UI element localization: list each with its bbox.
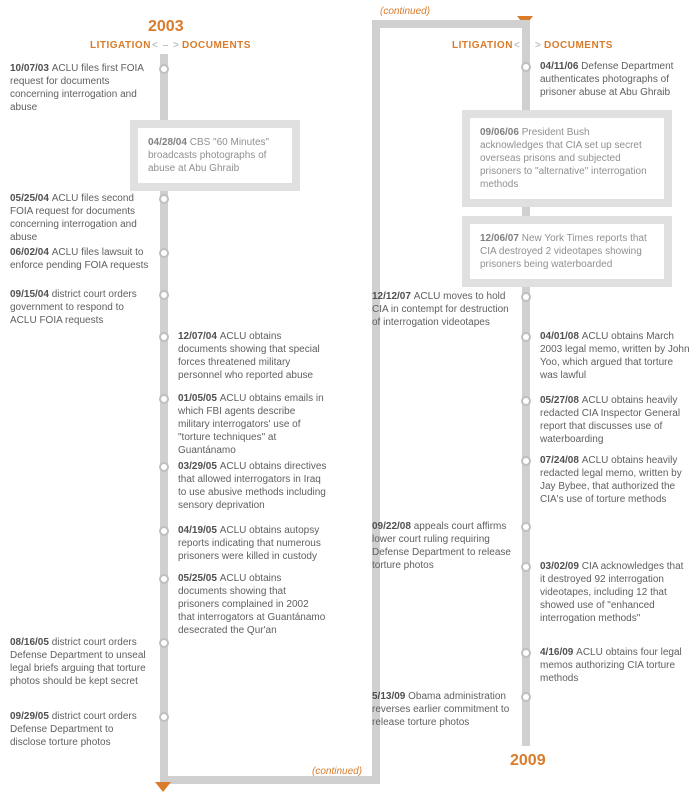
timeline-entry: 08/16/05 district court orders Defense D… bbox=[10, 636, 150, 688]
entry-date: 4/16/09 bbox=[540, 647, 576, 658]
entry-date: 03/29/05 bbox=[178, 461, 220, 472]
timeline-node bbox=[159, 712, 169, 722]
header-documents-right: DOCUMENTS bbox=[544, 40, 613, 51]
timeline-entry: 12/12/07 ACLU moves to hold CIA in conte… bbox=[372, 290, 512, 329]
timeline-entry: 05/25/04 ACLU files second FOIA request … bbox=[10, 192, 150, 244]
timeline-node bbox=[521, 456, 531, 466]
connector-vertical bbox=[372, 20, 380, 784]
timeline-node bbox=[521, 522, 531, 532]
timeline-entry: 09/22/08 appeals court affirms lower cou… bbox=[372, 520, 512, 572]
entry-date: 5/13/09 bbox=[372, 691, 408, 702]
timeline-entry: 12/07/04 ACLU obtains documents showing … bbox=[178, 330, 328, 382]
timeline-node bbox=[521, 648, 531, 658]
timeline-node bbox=[159, 574, 169, 584]
entry-date: 04/28/04 bbox=[148, 137, 190, 148]
timeline-node bbox=[159, 194, 169, 204]
timeline-entry: 5/13/09 Obama administration reverses ea… bbox=[372, 690, 512, 729]
entry-date: 12/12/07 bbox=[372, 291, 414, 302]
entry-date: 05/25/05 bbox=[178, 573, 220, 584]
timeline-entry: 4/16/09 ACLU obtains four legal memos au… bbox=[540, 646, 690, 685]
timeline-node bbox=[159, 248, 169, 258]
entry-date: 05/27/08 bbox=[540, 395, 582, 406]
timeline-node bbox=[159, 64, 169, 74]
timeline-entry: 10/07/03 ACLU files first FOIA request f… bbox=[10, 62, 150, 114]
timeline-entry: 05/25/05 ACLU obtains documents showing … bbox=[178, 572, 328, 637]
timeline-node bbox=[159, 332, 169, 342]
timeline-entry: 09/29/05 district court orders Defense D… bbox=[10, 710, 150, 749]
entry-date: 07/24/08 bbox=[540, 455, 582, 466]
entry-date: 04/19/05 bbox=[178, 525, 220, 536]
media-event-box: 09/06/06 President Bush acknowledges tha… bbox=[462, 110, 672, 207]
entry-date: 08/16/05 bbox=[10, 637, 52, 648]
header-litigation-right: LITIGATION bbox=[452, 40, 513, 51]
timeline-node bbox=[521, 562, 531, 572]
header-litigation-left: LITIGATION bbox=[90, 40, 151, 51]
timeline-entry: 04/11/06 Defense Department authenticate… bbox=[540, 60, 690, 99]
timeline-container: (continued) 2003 LITIGATION < – > DOCUME… bbox=[0, 0, 699, 793]
media-event-box: 04/28/04 CBS "60 Minutes" broadcasts pho… bbox=[130, 120, 300, 191]
timeline-entry: 03/02/09 CIA acknowledges that it destro… bbox=[540, 560, 690, 625]
timeline-node bbox=[521, 62, 531, 72]
header-documents-left: DOCUMENTS bbox=[182, 40, 251, 51]
connector-bottom bbox=[160, 776, 380, 784]
timeline-node bbox=[521, 692, 531, 702]
timeline-node bbox=[521, 396, 531, 406]
entry-date: 03/02/09 bbox=[540, 561, 582, 572]
year-end: 2009 bbox=[510, 752, 546, 770]
entry-date: 01/05/05 bbox=[178, 393, 220, 404]
entry-date: 09/06/06 bbox=[480, 127, 522, 138]
timeline-node bbox=[521, 332, 531, 342]
header-arrows-left: < – > bbox=[152, 40, 180, 51]
entry-date: 12/07/04 bbox=[178, 331, 220, 342]
timeline-entry: 03/29/05 ACLU obtains directives that al… bbox=[178, 460, 328, 512]
timeline-node bbox=[159, 394, 169, 404]
connector-top bbox=[372, 20, 530, 28]
timeline-entry: 04/19/05 ACLU obtains autopsy reports in… bbox=[178, 524, 328, 563]
continued-bottom: (continued) bbox=[312, 766, 362, 777]
continued-top: (continued) bbox=[380, 6, 430, 17]
entry-date: 04/11/06 bbox=[540, 61, 581, 72]
timeline-node bbox=[159, 638, 169, 648]
entry-date: 05/25/04 bbox=[10, 193, 52, 204]
entry-date: 09/22/08 bbox=[372, 521, 414, 532]
timeline-entry: 01/05/05 ACLU obtains emails in which FB… bbox=[178, 392, 328, 457]
entry-date: 04/01/08 bbox=[540, 331, 582, 342]
media-event-box: 12/06/07 New York Times reports that CIA… bbox=[462, 216, 672, 287]
timeline-entry: 05/27/08 ACLU obtains heavily redacted C… bbox=[540, 394, 690, 446]
timeline-entry: 09/15/04 district court orders governmen… bbox=[10, 288, 150, 327]
entry-date: 09/15/04 bbox=[10, 289, 52, 300]
entry-date: 12/06/07 bbox=[480, 233, 522, 244]
timeline-node bbox=[159, 290, 169, 300]
timeline-entry: 04/01/08 ACLU obtains March 2003 legal m… bbox=[540, 330, 690, 382]
year-start: 2003 bbox=[148, 18, 184, 36]
timeline-node bbox=[159, 526, 169, 536]
arrow-down-bottom bbox=[155, 782, 171, 792]
entry-date: 06/02/04 bbox=[10, 247, 52, 258]
timeline-node bbox=[521, 292, 531, 302]
timeline-node bbox=[159, 462, 169, 472]
entry-date: 09/29/05 bbox=[10, 711, 52, 722]
entry-date: 10/07/03 bbox=[10, 63, 52, 74]
timeline-entry: 06/02/04 ACLU files lawsuit to enforce p… bbox=[10, 246, 150, 272]
timeline-entry: 07/24/08 ACLU obtains heavily redacted l… bbox=[540, 454, 690, 506]
